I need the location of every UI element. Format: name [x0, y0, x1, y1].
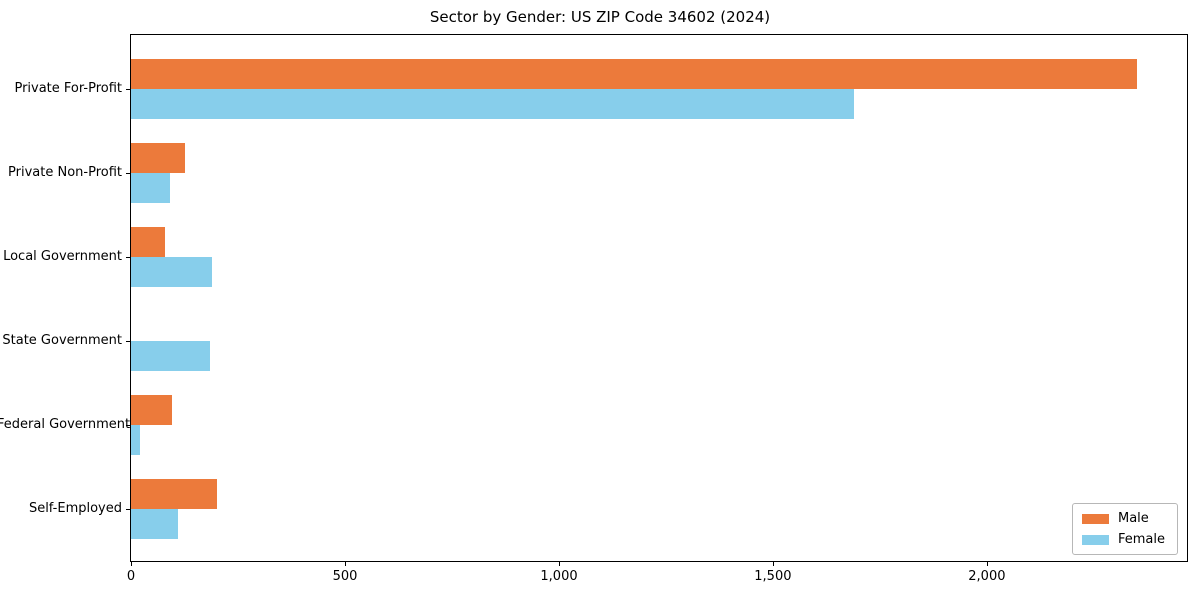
bar-male-self-employed [131, 479, 217, 509]
legend-item-male: Male [1081, 511, 1165, 526]
bar-female-local-government [131, 257, 213, 287]
legend-item-female: Female [1081, 532, 1165, 547]
plot-area: Private For-Profit Private Non-Profit Loca… [0, 34, 1188, 584]
bar-male-local-government [131, 227, 166, 257]
x-tick-label-1000: 1,000 [540, 569, 578, 584]
x-tick-label-2000: 2,000 [968, 569, 1006, 584]
y-tick-mark [126, 89, 130, 90]
y-tick-label-state-government: State Government [2, 333, 122, 348]
bar-male-private-non-profit [131, 143, 185, 173]
bar-female-federal-government [131, 425, 140, 455]
bar-female-private-for-profit [131, 89, 855, 119]
x-tick-label-0: 0 [126, 569, 136, 584]
x-tick-label-500: 500 [332, 569, 358, 584]
y-tick-label-federal-government: Federal Government [0, 417, 131, 432]
bar-female-private-non-profit [131, 173, 170, 203]
legend-label-male: Male [1117, 511, 1149, 526]
bar-female-state-government [131, 341, 211, 371]
bar-male-private-for-profit [131, 59, 1137, 89]
x-tick-label-1500: 1,500 [754, 569, 792, 584]
bar-male-federal-government [131, 395, 172, 425]
legend-label-female: Female [1117, 532, 1165, 547]
y-tick-mark [126, 257, 130, 258]
y-tick-label-private-non-profit: Private Non-Profit [8, 165, 122, 180]
y-tick-mark [126, 425, 130, 426]
legend: Male Female [1071, 503, 1178, 555]
chart-title: Sector by Gender: US ZIP Code 34602 (202… [429, 8, 771, 26]
y-tick-label-self-employed: Self-Employed [28, 501, 122, 516]
y-tick-label-local-government: Local Government [3, 249, 122, 264]
y-tick-mark [126, 509, 130, 510]
legend-swatch-male-icon [1081, 513, 1109, 524]
x-tick-mark [345, 562, 346, 566]
x-tick-mark [772, 562, 774, 566]
x-tick-mark [986, 562, 988, 566]
y-tick-label-private-for-profit: Private For-Profit [14, 81, 122, 96]
legend-swatch-female-icon [1081, 534, 1109, 545]
x-tick-mark [559, 562, 560, 566]
bar-female-self-employed [131, 509, 179, 539]
x-tick-mark [131, 562, 132, 566]
y-tick-mark [126, 341, 130, 342]
y-tick-mark [126, 173, 130, 174]
